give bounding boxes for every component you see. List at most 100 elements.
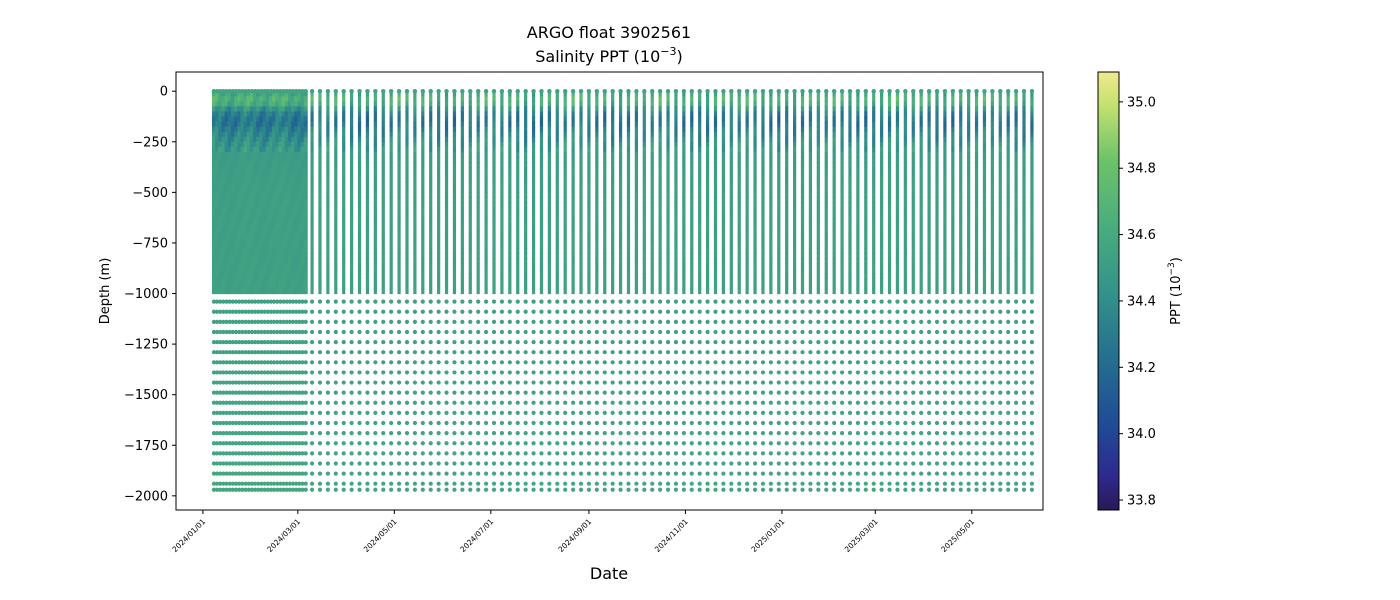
deep-point	[634, 481, 639, 486]
profile-segment	[705, 136, 710, 143]
profile-segment	[294, 177, 299, 183]
deep-point	[610, 481, 615, 486]
profile-segment	[268, 258, 273, 264]
deep-point	[523, 350, 528, 355]
profile-segment	[634, 283, 638, 290]
profile-segment	[259, 162, 264, 168]
profile-segment	[221, 253, 226, 259]
profile-segment	[705, 156, 710, 163]
deep-point	[476, 370, 481, 375]
profile-segment	[682, 131, 686, 138]
deep-point	[309, 487, 315, 492]
profile-segment	[460, 227, 464, 234]
deep-point	[341, 441, 346, 446]
profile-segment	[413, 217, 417, 224]
deep-point	[618, 410, 623, 415]
deep-point	[317, 431, 323, 436]
deep-point	[246, 451, 251, 456]
chart-title: ARGO float 3902561	[527, 23, 691, 42]
profile-segment	[291, 141, 296, 148]
deep-point	[634, 441, 639, 446]
profile-segment	[253, 91, 258, 97]
profile-segment	[547, 182, 551, 188]
deep-point	[281, 451, 286, 456]
profile-segment	[444, 177, 449, 183]
profile-segment	[303, 253, 308, 259]
deep-point	[341, 471, 346, 476]
profile-segment	[666, 222, 670, 229]
deep-point	[539, 329, 544, 335]
profile-segment	[571, 197, 575, 204]
profile-segment	[429, 141, 433, 148]
profile-segment	[281, 151, 286, 158]
profile-segment	[626, 116, 631, 123]
profile-segment	[268, 131, 273, 138]
profile-segment	[539, 182, 544, 188]
deep-point	[697, 370, 702, 375]
profile-segment	[365, 151, 370, 158]
deep-point	[333, 420, 338, 426]
profile-segment	[373, 151, 377, 158]
profile-segment	[547, 96, 551, 102]
deep-point	[389, 400, 394, 405]
profile-segment	[291, 232, 296, 239]
deep-point	[523, 319, 528, 324]
profile-segment	[246, 121, 251, 128]
profile-segment	[413, 172, 417, 178]
deep-point	[436, 299, 441, 304]
profile-segment	[256, 207, 261, 214]
profile-segment	[658, 111, 662, 118]
deep-point	[211, 309, 217, 314]
profile-segment	[297, 187, 302, 193]
profile-segment	[318, 91, 322, 97]
profile-segment	[350, 182, 354, 188]
profile-segment	[227, 111, 232, 118]
deep-point	[404, 329, 410, 335]
profile-segment	[256, 253, 261, 259]
deep-point	[240, 309, 245, 314]
profile-segment	[531, 172, 536, 178]
profile-segment	[587, 283, 591, 290]
profile-segment	[682, 253, 686, 259]
deep-point	[224, 481, 229, 486]
profile-segment	[218, 116, 223, 123]
profile-segment	[381, 101, 385, 107]
profile-segment	[413, 283, 417, 290]
profile-segment	[563, 273, 567, 279]
deep-point	[309, 431, 315, 436]
profile-segment	[272, 268, 277, 274]
profile-segment	[234, 212, 239, 219]
profile-segment	[230, 116, 235, 123]
deep-point	[300, 339, 305, 345]
deep-point	[278, 471, 283, 476]
profile-segment	[256, 116, 261, 123]
profile-segment	[563, 116, 567, 123]
profile-segment	[500, 263, 504, 269]
deep-point	[586, 390, 592, 395]
profile-segment	[618, 207, 623, 214]
deep-point	[444, 390, 449, 395]
profile-segment	[611, 278, 615, 285]
profile-segment	[246, 167, 251, 173]
deep-point	[381, 451, 386, 456]
profile-segment	[500, 217, 504, 224]
profile-25	[290, 89, 296, 492]
deep-point	[297, 471, 302, 476]
profile-segment	[539, 172, 544, 178]
profile-segment	[365, 167, 370, 173]
profile-42	[404, 89, 410, 492]
profile-segment	[278, 273, 283, 279]
profile-segment	[357, 121, 362, 128]
profile-segment	[524, 121, 528, 128]
profile-19	[271, 89, 277, 492]
profile-segment	[326, 268, 330, 274]
profile-65	[586, 89, 592, 492]
profile-segment	[524, 192, 528, 199]
profile-segment	[705, 146, 710, 153]
profile-segment	[539, 268, 544, 274]
deep-point	[634, 329, 639, 335]
profile-segment	[587, 258, 591, 264]
surface-point	[673, 89, 679, 94]
deep-point	[381, 350, 386, 355]
profile-segment	[291, 202, 296, 209]
